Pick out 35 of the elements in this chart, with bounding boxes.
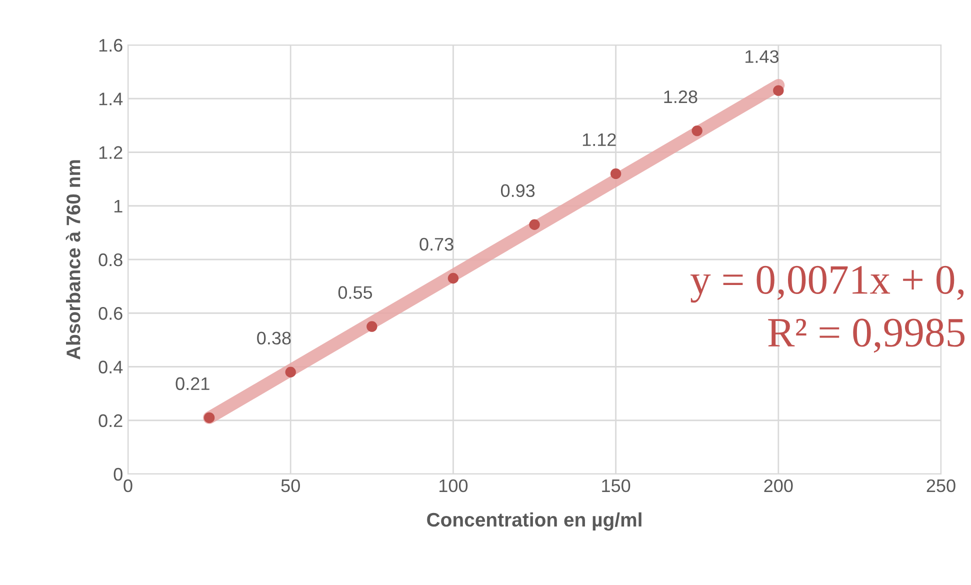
y-tick-label: 0.6 <box>98 307 122 320</box>
data-label: 0.93 <box>500 184 535 198</box>
data-label: 0.21 <box>176 377 210 390</box>
annotation: y = 0,0071x + 0, <box>690 266 964 303</box>
point <box>366 321 378 332</box>
point <box>204 412 215 424</box>
x-tick-label: 150 <box>602 479 630 492</box>
point <box>692 125 702 136</box>
x-tick-label: 50 <box>281 479 300 492</box>
y-tick-label: 0.8 <box>98 253 122 266</box>
x-tick-label: 100 <box>440 479 468 492</box>
point <box>448 272 459 284</box>
data-label: 1.28 <box>664 90 698 104</box>
data-label: 1.43 <box>746 50 779 63</box>
y-tick-label: 0 <box>114 468 122 481</box>
y-axis-title: Absorbance à 760 nm <box>66 160 80 360</box>
y-tick-label: 1.4 <box>99 92 123 106</box>
point <box>773 85 784 96</box>
data-label: 0.73 <box>420 238 454 251</box>
point <box>285 366 296 378</box>
y-tick-label: 1.2 <box>99 146 122 159</box>
x-tick-label: 0 <box>124 479 132 492</box>
point <box>610 168 622 180</box>
x-tick-label: 200 <box>764 479 793 492</box>
data-label: 0.38 <box>257 332 291 345</box>
y-tick-label: 0.2 <box>98 414 122 428</box>
annotation: R² = 0,9985 <box>768 318 965 353</box>
y-tick-label: 1.6 <box>99 38 122 52</box>
x-tick-label: 250 <box>926 479 956 492</box>
data-label: 1.12 <box>582 133 616 146</box>
y-tick-label: 1 <box>114 200 122 212</box>
point <box>529 219 540 230</box>
y-tick-label: 0.4 <box>98 360 123 374</box>
data-label: 0.55 <box>338 286 372 299</box>
x-axis-title: Concentration en µg/ml <box>427 512 642 531</box>
